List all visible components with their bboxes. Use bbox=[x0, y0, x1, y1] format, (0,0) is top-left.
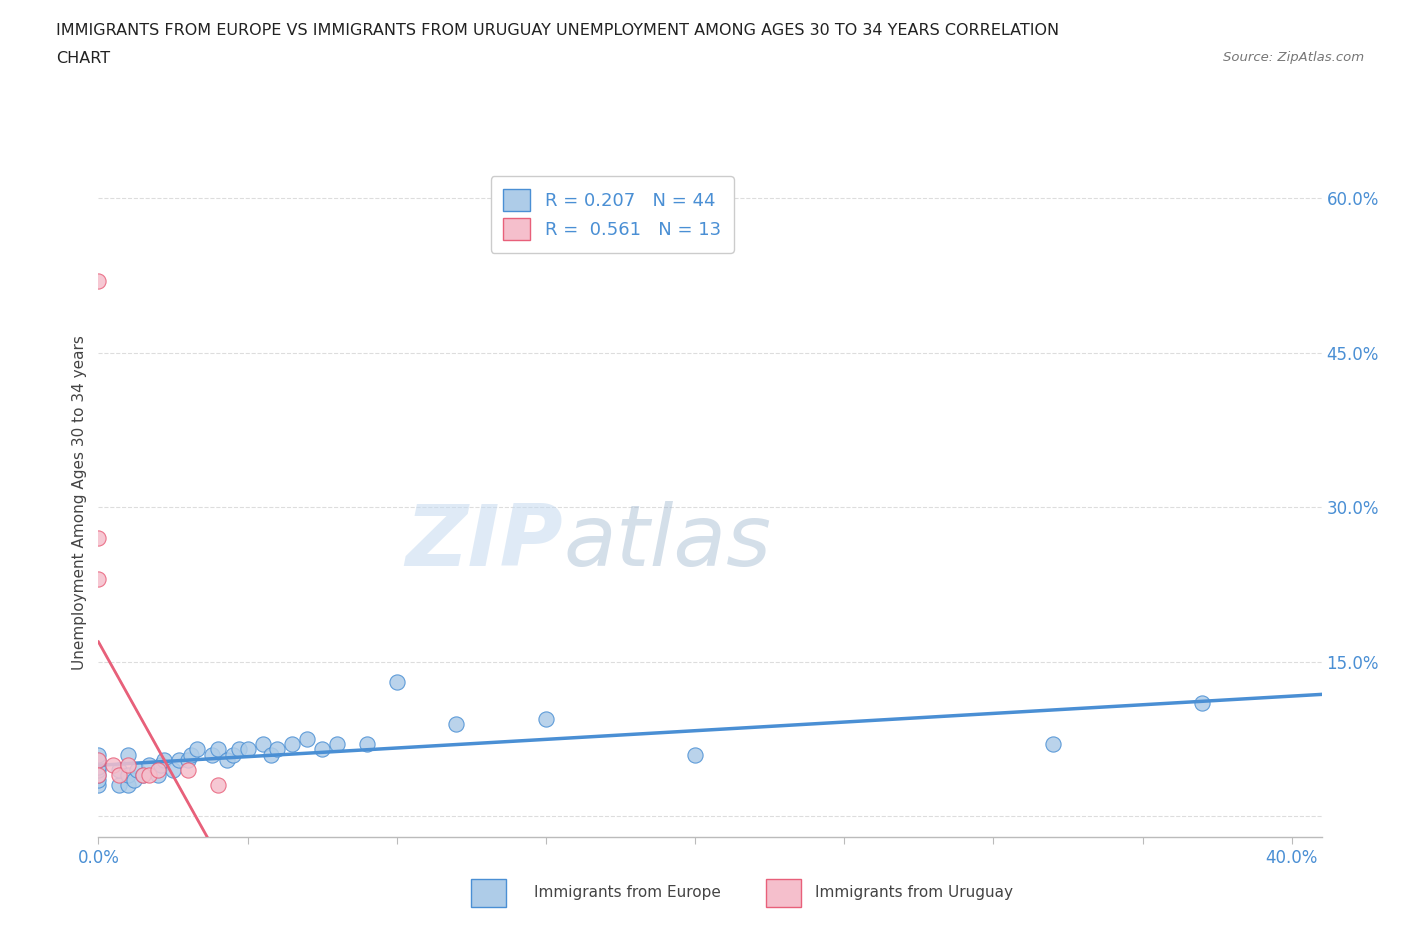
Point bbox=[127, 763, 149, 777]
Point bbox=[186, 742, 208, 757]
Point bbox=[162, 763, 184, 777]
Point bbox=[167, 752, 190, 767]
Point bbox=[138, 768, 160, 783]
Point bbox=[87, 747, 110, 762]
Point bbox=[201, 747, 224, 762]
Point bbox=[281, 737, 304, 751]
Point bbox=[1191, 696, 1213, 711]
Point bbox=[117, 747, 139, 762]
Legend: R = 0.207   N = 44, R =  0.561   N = 13: R = 0.207 N = 44, R = 0.561 N = 13 bbox=[491, 177, 734, 253]
Point bbox=[108, 768, 131, 783]
Point bbox=[87, 752, 110, 767]
Text: IMMIGRANTS FROM EUROPE VS IMMIGRANTS FROM URUGUAY UNEMPLOYMENT AMONG AGES 30 TO : IMMIGRANTS FROM EUROPE VS IMMIGRANTS FRO… bbox=[56, 23, 1059, 38]
Point bbox=[117, 768, 139, 783]
Text: Immigrants from Uruguay: Immigrants from Uruguay bbox=[815, 885, 1014, 900]
Point bbox=[534, 711, 557, 726]
Point bbox=[132, 768, 155, 783]
Point bbox=[207, 778, 229, 793]
Point bbox=[117, 757, 139, 772]
Point bbox=[177, 752, 200, 767]
Point bbox=[297, 732, 319, 747]
Point bbox=[385, 675, 408, 690]
Point bbox=[87, 752, 110, 767]
Point bbox=[87, 773, 110, 788]
Point bbox=[87, 273, 110, 288]
Point bbox=[117, 778, 139, 793]
Point bbox=[326, 737, 349, 751]
Point bbox=[87, 572, 110, 587]
Point bbox=[356, 737, 378, 751]
Point bbox=[252, 737, 274, 751]
Y-axis label: Unemployment Among Ages 30 to 34 years: Unemployment Among Ages 30 to 34 years bbox=[72, 335, 87, 670]
Point bbox=[228, 742, 250, 757]
Point bbox=[87, 531, 110, 546]
Text: Source: ZipAtlas.com: Source: ZipAtlas.com bbox=[1223, 51, 1364, 64]
Point bbox=[236, 742, 259, 757]
Text: ZIP: ZIP bbox=[405, 501, 564, 584]
Point bbox=[132, 768, 155, 783]
Point bbox=[180, 747, 202, 762]
Point bbox=[146, 768, 169, 783]
Text: Immigrants from Europe: Immigrants from Europe bbox=[534, 885, 721, 900]
Point bbox=[87, 760, 110, 775]
Point bbox=[446, 716, 468, 731]
Point bbox=[108, 778, 131, 793]
Point bbox=[153, 752, 176, 767]
Point bbox=[683, 747, 706, 762]
Point bbox=[221, 747, 243, 762]
Point bbox=[87, 763, 110, 777]
Point bbox=[215, 752, 238, 767]
Point bbox=[1042, 737, 1064, 751]
Point bbox=[150, 757, 173, 772]
Point bbox=[146, 763, 169, 777]
Point bbox=[177, 763, 200, 777]
Text: atlas: atlas bbox=[564, 501, 772, 584]
Point bbox=[260, 747, 283, 762]
Point bbox=[207, 742, 229, 757]
Point bbox=[266, 742, 288, 757]
Point bbox=[311, 742, 333, 757]
Point bbox=[108, 763, 131, 777]
Point bbox=[87, 768, 110, 783]
Point bbox=[87, 778, 110, 793]
Point bbox=[138, 757, 160, 772]
Point bbox=[122, 773, 145, 788]
Point bbox=[87, 768, 110, 783]
Text: CHART: CHART bbox=[56, 51, 110, 66]
Point bbox=[103, 757, 125, 772]
